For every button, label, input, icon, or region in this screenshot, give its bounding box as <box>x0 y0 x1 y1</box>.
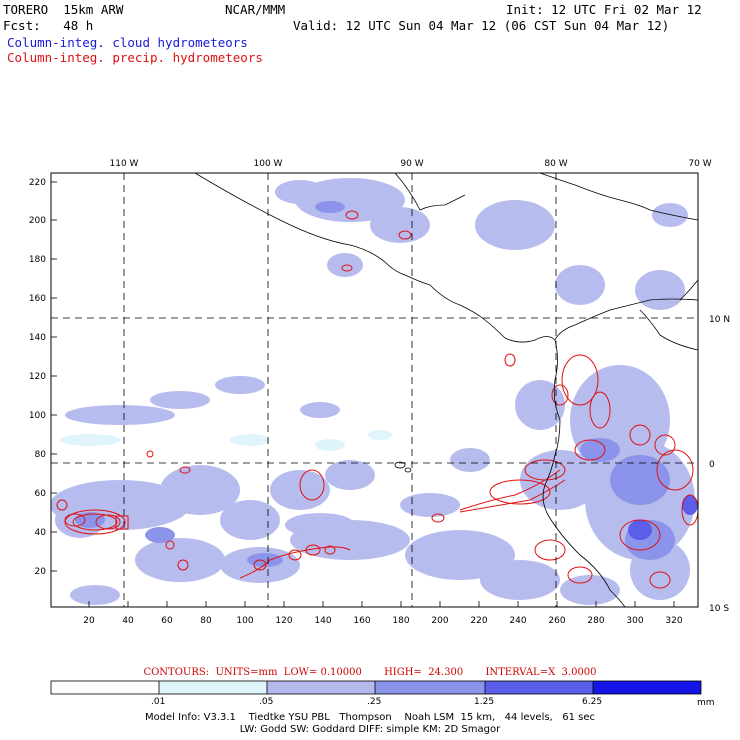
x-label: 140 <box>314 616 331 626</box>
colorbar-label: .01 <box>151 697 166 707</box>
x-label: 220 <box>470 616 487 626</box>
x-label: 180 <box>392 616 409 626</box>
x-label: 280 <box>587 616 604 626</box>
colorbar-bin <box>485 681 593 694</box>
y-label: 120 <box>29 372 46 382</box>
map-panel: 110 W 100 W 90 W 80 W 70 W 10 N 0 10 S 2… <box>29 159 730 626</box>
precip-contours <box>56 210 698 589</box>
colorbar-bin <box>159 681 267 694</box>
x-label: 240 <box>509 616 526 626</box>
init-time: Init: 12 UTC Fri 02 Mar 12 <box>506 2 702 17</box>
lon-label-110w: 110 W <box>110 159 139 169</box>
x-label: 260 <box>548 616 565 626</box>
axis-ticks <box>51 181 675 607</box>
model-info-line2: LW: Godd SW: Goddard DIFF: simple KM: 2D… <box>239 724 501 735</box>
lat-label-10n: 10 N <box>709 315 730 325</box>
y-label: 20 <box>35 567 47 577</box>
y-label: 160 <box>29 294 46 304</box>
x-label: 200 <box>431 616 448 626</box>
y-label: 60 <box>35 489 47 499</box>
lat-label-0: 0 <box>709 460 715 470</box>
colorbar-label: .25 <box>367 697 382 707</box>
x-label: 300 <box>626 616 643 626</box>
colorbar-label: .05 <box>259 697 274 707</box>
x-label: 120 <box>275 616 292 626</box>
x-label: 40 <box>122 616 134 626</box>
lon-label-80w: 80 W <box>544 159 567 169</box>
y-label: 140 <box>29 333 46 343</box>
x-label: 20 <box>83 616 95 626</box>
field-cloud-label: Column-integ. cloud hydrometeors <box>7 35 248 50</box>
y-label: 80 <box>35 450 47 460</box>
x-label: 80 <box>200 616 212 626</box>
x-label: 320 <box>665 616 682 626</box>
colorbar-bin <box>51 681 159 694</box>
organization: NCAR/MMM <box>225 2 286 17</box>
y-label: 180 <box>29 255 46 265</box>
colorbar-bin <box>593 681 701 694</box>
map-frame <box>50 172 699 608</box>
latlon-gridlines <box>51 173 698 607</box>
contour-info: CONTOURS: UNITS=mm LOW= 0.10000 HIGH= 24… <box>143 667 597 678</box>
lon-label-70w: 70 W <box>688 159 711 169</box>
colorbar-label: 1.25 <box>474 697 495 707</box>
lon-label-90w: 90 W <box>400 159 423 169</box>
x-label: 100 <box>236 616 253 626</box>
lon-label-100w: 100 W <box>254 159 283 169</box>
model-info-line1: Model Info: V3.3.1 Tiedtke YSU PBL Thomp… <box>144 712 596 723</box>
y-label: 100 <box>29 411 46 421</box>
colorbar-unit: mm <box>697 698 715 708</box>
forecast-hour: Fcst: 48 h <box>3 18 94 33</box>
field-precip-label: Column-integ. precip. hydrometeors <box>7 50 263 65</box>
valid-time: Valid: 12 UTC Sun 04 Mar 12 (06 CST Sun … <box>293 18 670 33</box>
lat-label-10s: 10 S <box>709 604 729 614</box>
cloud-hydrometeor-shading <box>51 178 698 605</box>
colorbar-label: 6.25 <box>582 697 603 707</box>
colorbar <box>50 680 702 695</box>
x-label: 160 <box>353 616 370 626</box>
coastlines <box>194 173 698 607</box>
colorbar-bin <box>375 681 485 694</box>
x-label: 60 <box>161 616 173 626</box>
colorbar-bin <box>267 681 375 694</box>
y-label: 220 <box>29 178 46 188</box>
y-label: 40 <box>35 528 47 538</box>
model-title: TORERO 15km ARW <box>3 2 124 17</box>
colorbar-frame <box>50 680 702 695</box>
y-label: 200 <box>29 216 46 226</box>
